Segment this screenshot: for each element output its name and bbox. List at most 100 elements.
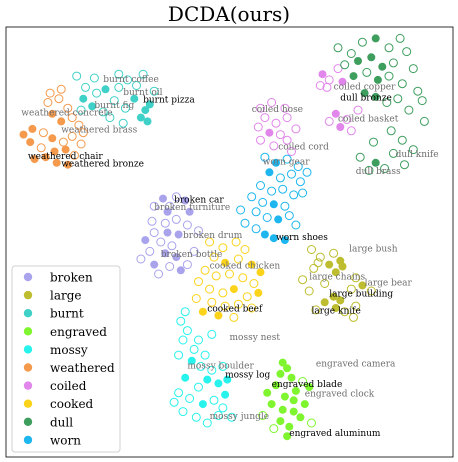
point-broken-22 [194, 226, 203, 236]
legend-label-large: large [50, 289, 82, 303]
point-coiled-16 [282, 135, 292, 145]
point-worn-28 [298, 188, 308, 198]
annotation-label-7: weathered bronze [61, 160, 144, 170]
annotation-label-5: weathered brass [61, 126, 137, 136]
point-large-18 [340, 307, 350, 317]
point-engraved-17 [269, 424, 279, 434]
point-large-13 [304, 286, 314, 296]
point-dull-29 [371, 158, 380, 167]
point-coiled-4 [322, 82, 332, 92]
point-mossy-8 [207, 365, 217, 375]
legend-label-burnt: burnt [50, 307, 84, 321]
point-broken-7 [171, 214, 181, 224]
point-engraved-2 [276, 369, 285, 378]
point-large-9 [358, 281, 367, 290]
point-worn-16 [251, 207, 261, 217]
point-engraved-11 [300, 400, 309, 409]
point-coiled-19 [342, 115, 352, 124]
point-weathered-5 [67, 113, 77, 123]
point-worn-3 [293, 162, 303, 172]
point-coiled-22 [324, 116, 334, 126]
point-worn-12 [247, 192, 257, 202]
point-large-1 [315, 252, 325, 262]
point-burnt-11 [109, 96, 119, 106]
point-broken-11 [174, 230, 183, 239]
point-large-2 [329, 248, 339, 258]
point-worn-13 [258, 197, 268, 207]
point-broken-21 [189, 246, 199, 256]
point-dull-20 [371, 92, 380, 101]
point-dull-21 [382, 98, 392, 107]
point-mossy-0 [180, 307, 190, 317]
point-cooked-20 [233, 299, 243, 309]
point-dull-31 [364, 165, 374, 175]
point-engraved-21 [307, 418, 316, 428]
point-large-17 [331, 304, 340, 312]
point-burnt-13 [130, 94, 139, 103]
points-layer [19, 33, 429, 441]
point-cooked-5 [221, 258, 230, 267]
point-weathered-16 [61, 145, 70, 154]
chart-title: DCDA(ours) [168, 2, 290, 26]
point-dull-15 [373, 75, 382, 84]
annotation-label-30: mossy boulder [187, 361, 254, 371]
point-worn-27 [302, 167, 312, 177]
point-broken-6 [160, 218, 170, 228]
legend-marker-broken [23, 272, 33, 282]
annotation-label-15: dull brass [356, 167, 401, 177]
point-cooked-3 [240, 245, 250, 254]
point-dull-28 [388, 148, 398, 158]
legend-label-dull: dull [50, 415, 73, 429]
point-weathered-19 [41, 153, 50, 162]
point-large-21 [298, 275, 308, 285]
point-weathered-21 [63, 160, 72, 169]
legend-marker-weathered [23, 363, 33, 372]
point-coiled-15 [269, 141, 279, 151]
point-burnt-2 [89, 73, 99, 83]
point-large-4 [325, 260, 334, 269]
point-burnt-5 [123, 75, 133, 85]
point-cooked-16 [229, 285, 238, 294]
legend-marker-dull [23, 417, 33, 426]
point-mossy-26 [200, 350, 210, 360]
point-dull-4 [384, 43, 394, 53]
point-engraved-10 [289, 396, 298, 405]
point-weathered-2 [63, 103, 73, 113]
legend-marker-large [23, 290, 33, 300]
legend-label-worn: worn [50, 433, 81, 447]
point-worn-25 [236, 205, 246, 215]
annotation-label-34: mossy jungle [210, 412, 269, 422]
point-mossy-28 [207, 329, 217, 339]
point-mossy-21 [191, 412, 201, 422]
point-engraved-16 [283, 432, 292, 441]
point-dull-5 [395, 33, 405, 43]
point-dull-13 [349, 72, 358, 81]
annotation-label-13: worn gear [263, 158, 311, 168]
annotation-label-17: broken furniture [154, 203, 230, 213]
point-dull-14 [362, 67, 372, 77]
point-worn-6 [287, 169, 296, 179]
point-mossy-6 [187, 356, 196, 365]
point-cooked-18 [207, 297, 217, 307]
point-coiled-10 [282, 113, 292, 123]
point-coiled-2 [333, 64, 343, 74]
point-mossy-9 [218, 361, 228, 371]
point-mossy-16 [185, 394, 195, 403]
point-burnt-17 [143, 117, 152, 126]
annotation-label-24: large bear [365, 278, 413, 288]
legend-marker-cooked [23, 399, 33, 408]
point-dull-18 [413, 86, 423, 96]
annotation-label-14: dull knife [396, 150, 439, 160]
annotation-label-20: large bush [349, 244, 398, 254]
point-engraved-5 [305, 383, 314, 392]
point-engraved-15 [276, 417, 285, 426]
point-worn-19 [284, 211, 294, 221]
point-weathered-12 [76, 139, 86, 149]
point-cooked-27 [191, 294, 201, 303]
point-coiled-7 [280, 103, 290, 113]
point-burnt-23 [114, 69, 124, 79]
point-broken-15 [145, 246, 155, 256]
annotation-label-3: burnt pizza [143, 96, 195, 106]
point-weathered-14 [36, 143, 46, 153]
point-coiled-6 [267, 98, 277, 107]
